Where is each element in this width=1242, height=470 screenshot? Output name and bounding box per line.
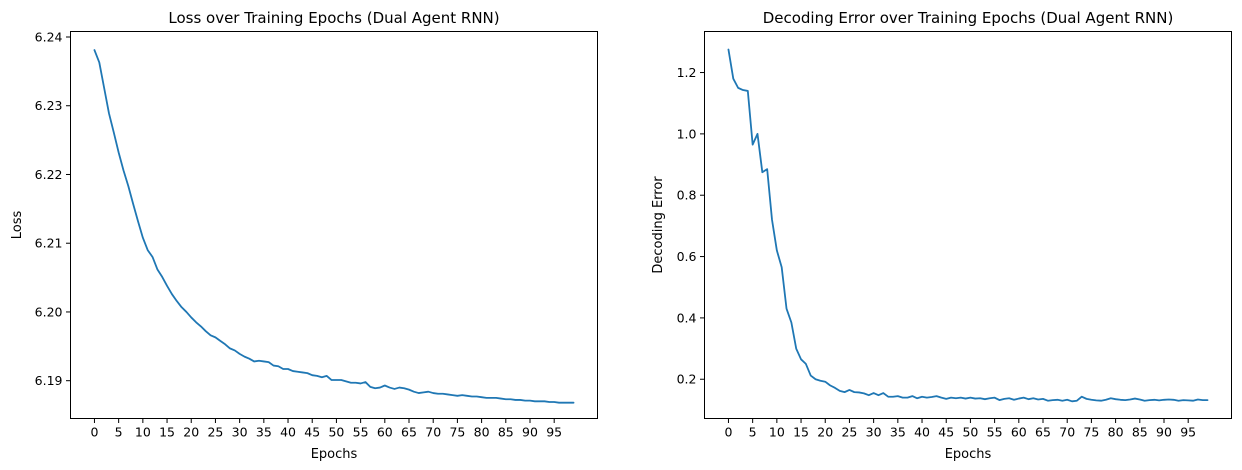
decoding-error-chart-x-tick-label: 50 bbox=[962, 425, 978, 440]
loss-chart-x-tick-label: 15 bbox=[159, 425, 175, 440]
loss-chart-y-label: Loss bbox=[10, 211, 25, 240]
decoding-error-chart-x-tick-label: 20 bbox=[817, 425, 833, 440]
loss-chart-x-tick-label: 60 bbox=[377, 425, 393, 440]
loss-chart-x-tick-label: 30 bbox=[232, 425, 248, 440]
loss-chart-x-tick-label: 35 bbox=[256, 425, 272, 440]
decoding-error-chart-x-tick-label: 75 bbox=[1083, 425, 1099, 440]
decoding-error-chart-x-tick-label: 5 bbox=[749, 425, 757, 440]
decoding-error-chart-x-tick-label: 0 bbox=[724, 425, 732, 440]
decoding-error-chart-y-tick-label: 0.6 bbox=[677, 249, 697, 264]
loss-chart-x-tick-label: 90 bbox=[522, 425, 538, 440]
decoding-error-chart-x-tick-label: 70 bbox=[1059, 425, 1075, 440]
decoding-error-chart-x-tick-label: 60 bbox=[1011, 425, 1027, 440]
decoding-error-chart-x-tick-label: 95 bbox=[1180, 425, 1196, 440]
loss-chart-x-tick-label: 10 bbox=[135, 425, 151, 440]
loss-chart-x-tick-label: 55 bbox=[353, 425, 369, 440]
decoding-error-chart-frame bbox=[704, 31, 1232, 419]
loss-chart-title: Loss over Training Epochs (Dual Agent RN… bbox=[168, 9, 499, 27]
loss-chart: Loss over Training Epochs (Dual Agent RN… bbox=[10, 9, 598, 462]
decoding-error-chart-y-tick-label: 0.4 bbox=[677, 310, 697, 325]
loss-chart-series-line bbox=[93, 49, 575, 404]
loss-chart-x-label: Epochs bbox=[311, 447, 358, 462]
loss-chart-x-tick-label: 5 bbox=[115, 425, 123, 440]
decoding-error-chart-x-tick-label: 85 bbox=[1132, 425, 1148, 440]
decoding-error-chart-y-tick-label: 1.2 bbox=[677, 65, 697, 80]
decoding-error-chart-x-tick-label: 30 bbox=[866, 425, 882, 440]
decoding-error-chart-x-tick-label: 45 bbox=[938, 425, 954, 440]
loss-chart-x-tick-label: 40 bbox=[280, 425, 296, 440]
loss-chart-x-ticks: 0 5 10 15 20 25 30 35 40 45 50 55 60 65 70 75 80 85 90 95 bbox=[90, 418, 562, 440]
loss-chart-y-ticks: 6.19 6.20 6.21 6.22 6.23 6.24 bbox=[35, 29, 71, 388]
loss-chart-x-tick-label: 65 bbox=[401, 425, 417, 440]
loss-chart-x-tick-label: 80 bbox=[474, 425, 490, 440]
loss-chart-x-tick-label: 25 bbox=[207, 425, 223, 440]
decoding-error-chart-plot bbox=[727, 48, 1209, 403]
decoding-error-chart: Decoding Error over Training Epochs (Dua… bbox=[651, 9, 1232, 462]
loss-chart-x-tick-label: 20 bbox=[183, 425, 199, 440]
loss-chart-x-tick-label: 50 bbox=[328, 425, 344, 440]
decoding-error-chart-x-tick-label: 40 bbox=[914, 425, 930, 440]
decoding-error-chart-x-tick-label: 90 bbox=[1156, 425, 1172, 440]
decoding-error-chart-x-label: Epochs bbox=[945, 447, 992, 462]
decoding-error-chart-x-tick-label: 15 bbox=[793, 425, 809, 440]
loss-chart-x-tick-label: 85 bbox=[498, 425, 514, 440]
loss-chart-frame bbox=[70, 31, 598, 419]
decoding-error-chart-y-tick-label: 1.0 bbox=[677, 126, 697, 141]
decoding-error-chart-y-tick-label: 0.8 bbox=[677, 188, 697, 203]
loss-chart-y-tick-label: 6.20 bbox=[35, 304, 63, 319]
decoding-error-chart-title: Decoding Error over Training Epochs (Dua… bbox=[763, 9, 1174, 27]
loss-chart-y-tick-label: 6.19 bbox=[35, 373, 63, 388]
decoding-error-chart-x-tick-label: 80 bbox=[1108, 425, 1124, 440]
decoding-error-chart-x-tick-label: 65 bbox=[1035, 425, 1051, 440]
loss-chart-y-tick-label: 6.23 bbox=[35, 98, 63, 113]
decoding-error-chart-y-ticks: 0.2 0.4 0.6 0.8 1.0 1.2 bbox=[677, 65, 705, 387]
decoding-error-chart-y-label: Decoding Error bbox=[651, 176, 666, 274]
loss-chart-x-tick-label: 70 bbox=[425, 425, 441, 440]
loss-chart-x-tick-label: 45 bbox=[304, 425, 320, 440]
decoding-error-chart-x-tick-label: 25 bbox=[841, 425, 857, 440]
decoding-error-chart-series-line bbox=[727, 48, 1209, 403]
loss-chart-x-tick-label: 75 bbox=[449, 425, 465, 440]
loss-chart-x-tick-label: 95 bbox=[546, 425, 562, 440]
decoding-error-chart-y-tick-label: 0.2 bbox=[677, 372, 697, 387]
decoding-error-chart-x-ticks: 0 5 10 15 20 25 30 35 40 45 50 55 60 65 70 75 80 85 90 95 bbox=[724, 418, 1196, 440]
loss-chart-plot bbox=[93, 49, 575, 404]
loss-chart-y-tick-label: 6.24 bbox=[35, 29, 63, 44]
loss-chart-y-tick-label: 6.21 bbox=[35, 236, 63, 251]
decoding-error-chart-x-tick-label: 55 bbox=[987, 425, 1003, 440]
decoding-error-chart-x-tick-label: 10 bbox=[769, 425, 785, 440]
loss-chart-y-tick-label: 6.22 bbox=[35, 167, 63, 182]
loss-chart-x-tick-label: 0 bbox=[90, 425, 98, 440]
decoding-error-chart-x-tick-label: 35 bbox=[890, 425, 906, 440]
